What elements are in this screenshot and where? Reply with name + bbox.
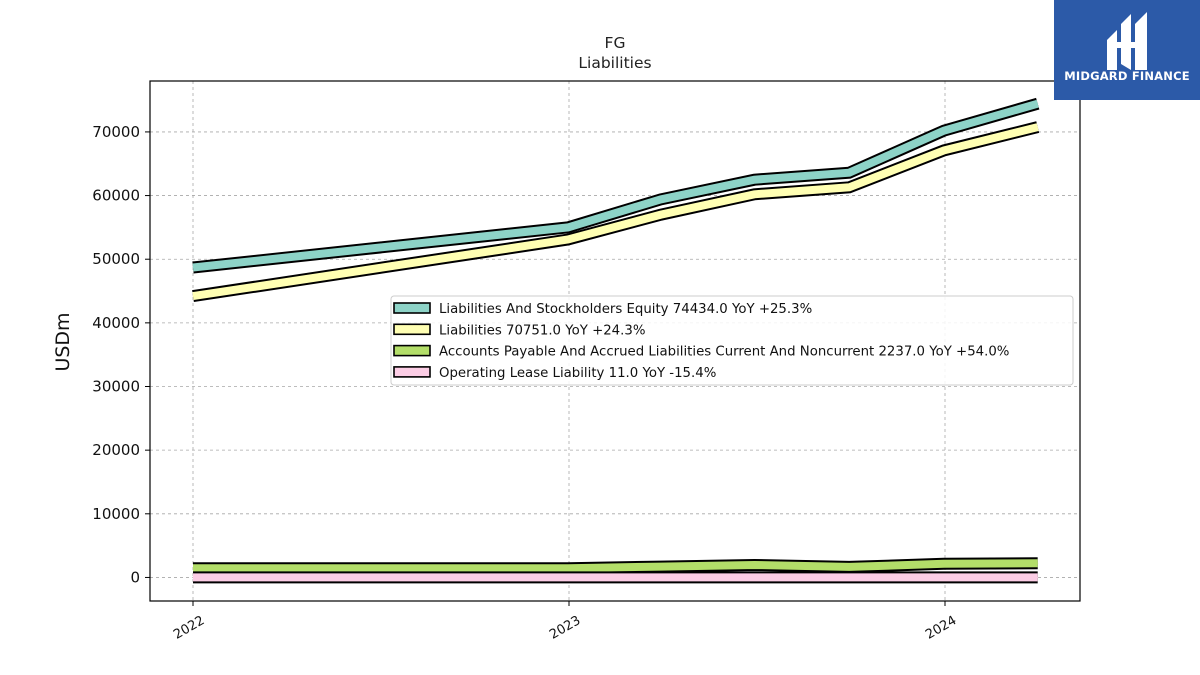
series-3-point: [192, 576, 194, 578]
legend-swatch-2: [393, 344, 431, 357]
series-1-point: [753, 193, 755, 195]
series-1-point: [192, 295, 194, 297]
y-tick-label: 30000: [92, 378, 140, 396]
legend-box: [390, 295, 1074, 386]
x-axis: 2022 2023 2024: [171, 601, 959, 643]
brand-logo: MIDGARD FINANCE: [1054, 0, 1200, 100]
brand-name: MIDGARD FINANCE: [1064, 69, 1190, 83]
series-2-point: [567, 567, 569, 569]
series-3-point: [1037, 576, 1039, 578]
legend-label-0: Liabilities And Stockholders Equity 7443…: [439, 302, 812, 317]
series-2-point: [660, 566, 662, 568]
legend-swatch-1: [393, 323, 431, 336]
series-1-point: [660, 214, 662, 216]
series-1-point: [943, 149, 945, 151]
series-outline-0: [192, 97, 1040, 274]
series-3-point: [660, 576, 662, 578]
y-tick-label: 40000: [92, 314, 140, 332]
y-tick-label: 60000: [92, 187, 140, 205]
series-3-point: [848, 576, 850, 578]
chart-subtitle: Liabilities: [578, 54, 651, 72]
legend-swatch-0: [393, 302, 431, 314]
y-tick-label: 50000: [92, 250, 140, 268]
legend-label-2: Accounts Payable And Accrued Liabilities…: [439, 345, 1009, 360]
legend-label-1: Liabilities 70751.0 YoY +24.3%: [439, 323, 645, 338]
series-layer: [192, 97, 1040, 584]
x-tick-label: 2022: [171, 613, 207, 643]
y-tick-label: 10000: [92, 505, 140, 523]
legend-label-3: Operating Lease Liability 11.0 YoY -15.4…: [439, 366, 716, 381]
series-0-point: [848, 172, 850, 174]
y-tick-label: 70000: [92, 123, 140, 141]
y-axis: 0 10000 20000 30000 40000 50000 60000 70000: [92, 123, 150, 586]
series-3-point: [943, 576, 945, 578]
y-axis-label: USDm: [52, 312, 74, 371]
series-0-point: [660, 198, 662, 200]
series-3-point: [567, 576, 569, 578]
series-2-point: [943, 563, 945, 565]
series-1-point: [567, 239, 569, 240]
x-tick-label: 2024: [923, 613, 959, 643]
series-1-point: [848, 186, 850, 188]
series-line-0: [192, 99, 1039, 272]
series-0-point: [753, 179, 755, 181]
series-0-point: [1037, 103, 1039, 105]
series-3-point: [753, 576, 755, 578]
series-2-point: [848, 566, 850, 568]
series-0-point: [192, 267, 194, 268]
series-1-point: [1037, 126, 1039, 128]
legend-swatch-3: [393, 366, 431, 378]
x-tick-label: 2023: [547, 613, 583, 643]
plot-frame: [149, 80, 1081, 602]
y-tick-label: 0: [130, 568, 140, 586]
series-2-point: [1037, 562, 1039, 564]
series-2-point: [753, 564, 755, 566]
brand-mark-icon: [1107, 12, 1147, 70]
legend: Liabilities And Stockholders Equity 7443…: [390, 295, 1074, 386]
series-2-point: [192, 567, 194, 569]
series-0-point: [567, 226, 569, 228]
y-tick-label: 20000: [92, 441, 140, 459]
chart-title: FG: [605, 34, 626, 52]
series-0-point: [943, 130, 945, 132]
